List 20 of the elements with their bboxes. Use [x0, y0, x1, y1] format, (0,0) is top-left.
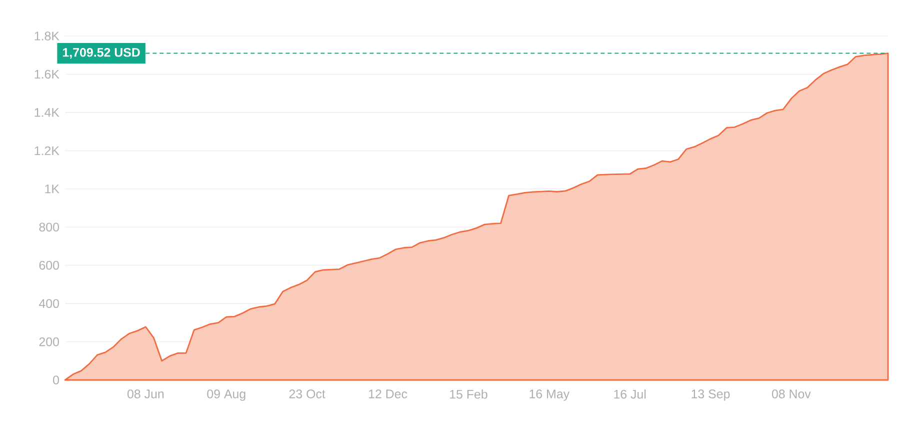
- y-tick-label: 1.4K: [34, 108, 60, 117]
- x-tick-label: 08 Nov: [772, 390, 811, 398]
- y-tick-label: 200: [39, 337, 59, 346]
- ref-line-label: 1,709.52 USD: [62, 48, 140, 59]
- x-tick-label: 16 Jul: [614, 390, 646, 399]
- y-tick-label: 1.8K: [34, 32, 60, 40]
- y-tick-label: 1K: [45, 184, 60, 194]
- y-tick-label: 400: [38, 299, 59, 308]
- y-tick-label: 600: [39, 260, 59, 270]
- y-tick-label: 1.2K: [34, 146, 60, 156]
- x-tick-label: 12 Dec: [368, 390, 408, 398]
- x-tick-label: 16 May: [530, 390, 570, 401]
- y-tick-label: 800: [39, 222, 59, 232]
- y-tick-label: 1.6K: [34, 70, 60, 79]
- x-tick-label: 13 Sep: [692, 390, 730, 401]
- x-tick-label: 23 Oct: [289, 390, 326, 398]
- x-tick-label: 08 Jun: [127, 390, 164, 398]
- x-tick-label: 09 Aug: [207, 390, 246, 401]
- y-tick-label: 0: [53, 376, 59, 384]
- x-tick-label: 15 Feb: [450, 390, 488, 399]
